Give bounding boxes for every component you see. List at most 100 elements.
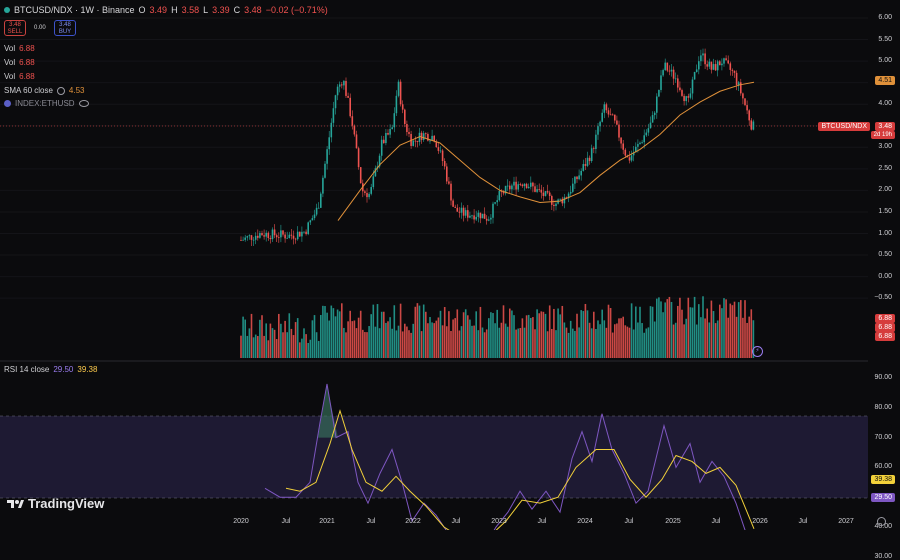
chart-canvas[interactable]	[0, 0, 900, 530]
index-legend[interactable]: INDEX:ETHUSD	[4, 99, 89, 108]
candle-body	[490, 217, 492, 220]
rsi-legend[interactable]: RSI 14 close 29.50 39.38	[4, 365, 97, 374]
volume-bar	[273, 329, 276, 358]
time-axis-label: 2027	[838, 518, 854, 525]
candle-body	[383, 139, 385, 144]
volume-bar	[301, 338, 303, 358]
candle-body	[349, 97, 351, 117]
volume-bar	[555, 330, 557, 358]
volume-bar	[500, 322, 503, 358]
candle-body	[475, 216, 477, 220]
candle-body	[704, 53, 706, 65]
candle-body	[481, 213, 484, 219]
volume-bar	[530, 317, 532, 358]
candle-body	[569, 191, 572, 194]
candle-body	[456, 207, 459, 212]
low-label: L	[203, 5, 209, 15]
candle-body	[593, 148, 595, 150]
volume-bar	[479, 306, 482, 358]
candle-body	[582, 164, 585, 171]
symbol-title[interactable]: BTCUSD/NDX · 1W · Binance	[14, 5, 135, 15]
volume-bar	[393, 305, 396, 358]
candle-body	[504, 185, 507, 194]
candle-body	[662, 70, 664, 76]
vol-legend-3[interactable]: Vol 6.88	[4, 72, 35, 81]
volume-bar	[630, 303, 633, 358]
tradingview-icon	[7, 499, 24, 508]
volume-bar	[257, 336, 259, 358]
lightning-icon[interactable]: ⚡	[752, 346, 763, 357]
sell-button[interactable]: 3.48 SELL	[4, 20, 26, 36]
candle-body	[521, 184, 524, 187]
candle-body	[698, 61, 700, 70]
tradingview-logo[interactable]: TradingView	[6, 496, 104, 511]
candle-body	[437, 147, 440, 151]
vol-legend-1[interactable]: Vol 6.88	[4, 44, 35, 53]
candle-body	[628, 157, 631, 161]
volume-bar	[702, 296, 704, 358]
volume-bar	[685, 318, 687, 358]
candle-body	[347, 95, 349, 98]
volume-bar	[366, 332, 368, 358]
buy-button[interactable]: 3.48 BUY	[54, 20, 76, 36]
candle-body	[494, 202, 496, 204]
candle-body	[672, 69, 675, 79]
candle-body	[721, 63, 723, 66]
volume-bar	[443, 307, 446, 358]
volume-bar	[681, 309, 683, 358]
candle-body	[647, 128, 650, 133]
rsi-axis-label: 60.00	[874, 463, 892, 471]
sell-price: 3.48	[9, 22, 21, 28]
candle-body	[496, 200, 498, 203]
volume-bar	[704, 318, 706, 358]
volume-bar	[353, 320, 356, 358]
candle-body	[670, 69, 673, 72]
volume-bar	[744, 300, 746, 358]
volume-bar	[590, 328, 593, 358]
volume-bar	[498, 327, 501, 358]
volume-bar	[567, 332, 570, 358]
time-axis-label: Jul	[711, 518, 721, 525]
candle-body	[635, 146, 637, 153]
candle-body	[586, 157, 589, 166]
hidden-eye-icon[interactable]	[78, 100, 89, 107]
volume-bar	[456, 309, 459, 358]
candle-body	[439, 150, 442, 152]
close-label: C	[233, 5, 241, 15]
candle-body	[309, 220, 312, 223]
sma-legend[interactable]: SMA 60 close 4.53	[4, 86, 85, 95]
volume-bar	[338, 311, 341, 358]
volume-bar	[471, 325, 473, 358]
candle-body	[351, 116, 354, 126]
vol-legend-2[interactable]: Vol 6.88	[4, 58, 35, 67]
volume-bar	[431, 322, 433, 358]
candle-body	[305, 231, 307, 235]
time-axis-label: 2021	[319, 518, 335, 525]
volume-bar	[454, 318, 456, 358]
volume-bar	[695, 324, 698, 358]
volume-bar	[586, 310, 589, 358]
settings-icon[interactable]	[56, 86, 65, 95]
candle-body	[618, 124, 620, 138]
buy-price: 3.48	[59, 22, 71, 28]
candle-body	[299, 231, 301, 237]
volume-bar	[576, 313, 578, 358]
candle-body	[519, 184, 522, 185]
candle-body	[275, 235, 278, 238]
volume-bar	[450, 330, 452, 358]
candle-body	[656, 96, 658, 113]
candle-body	[668, 70, 671, 72]
volume-bar	[280, 323, 282, 358]
candle-body	[412, 140, 414, 146]
candle-body	[744, 98, 746, 106]
candle-body	[343, 80, 345, 86]
settings-gear-icon[interactable]	[877, 517, 886, 526]
last-price-tag: 3.48	[875, 122, 895, 131]
candle-body	[328, 137, 330, 150]
volume-bar	[334, 316, 337, 358]
time-axis-label: 2024	[577, 518, 593, 525]
rsi-axis-label: 70.00	[874, 433, 892, 441]
volume-bar	[404, 323, 406, 358]
volume-bar	[544, 313, 547, 358]
